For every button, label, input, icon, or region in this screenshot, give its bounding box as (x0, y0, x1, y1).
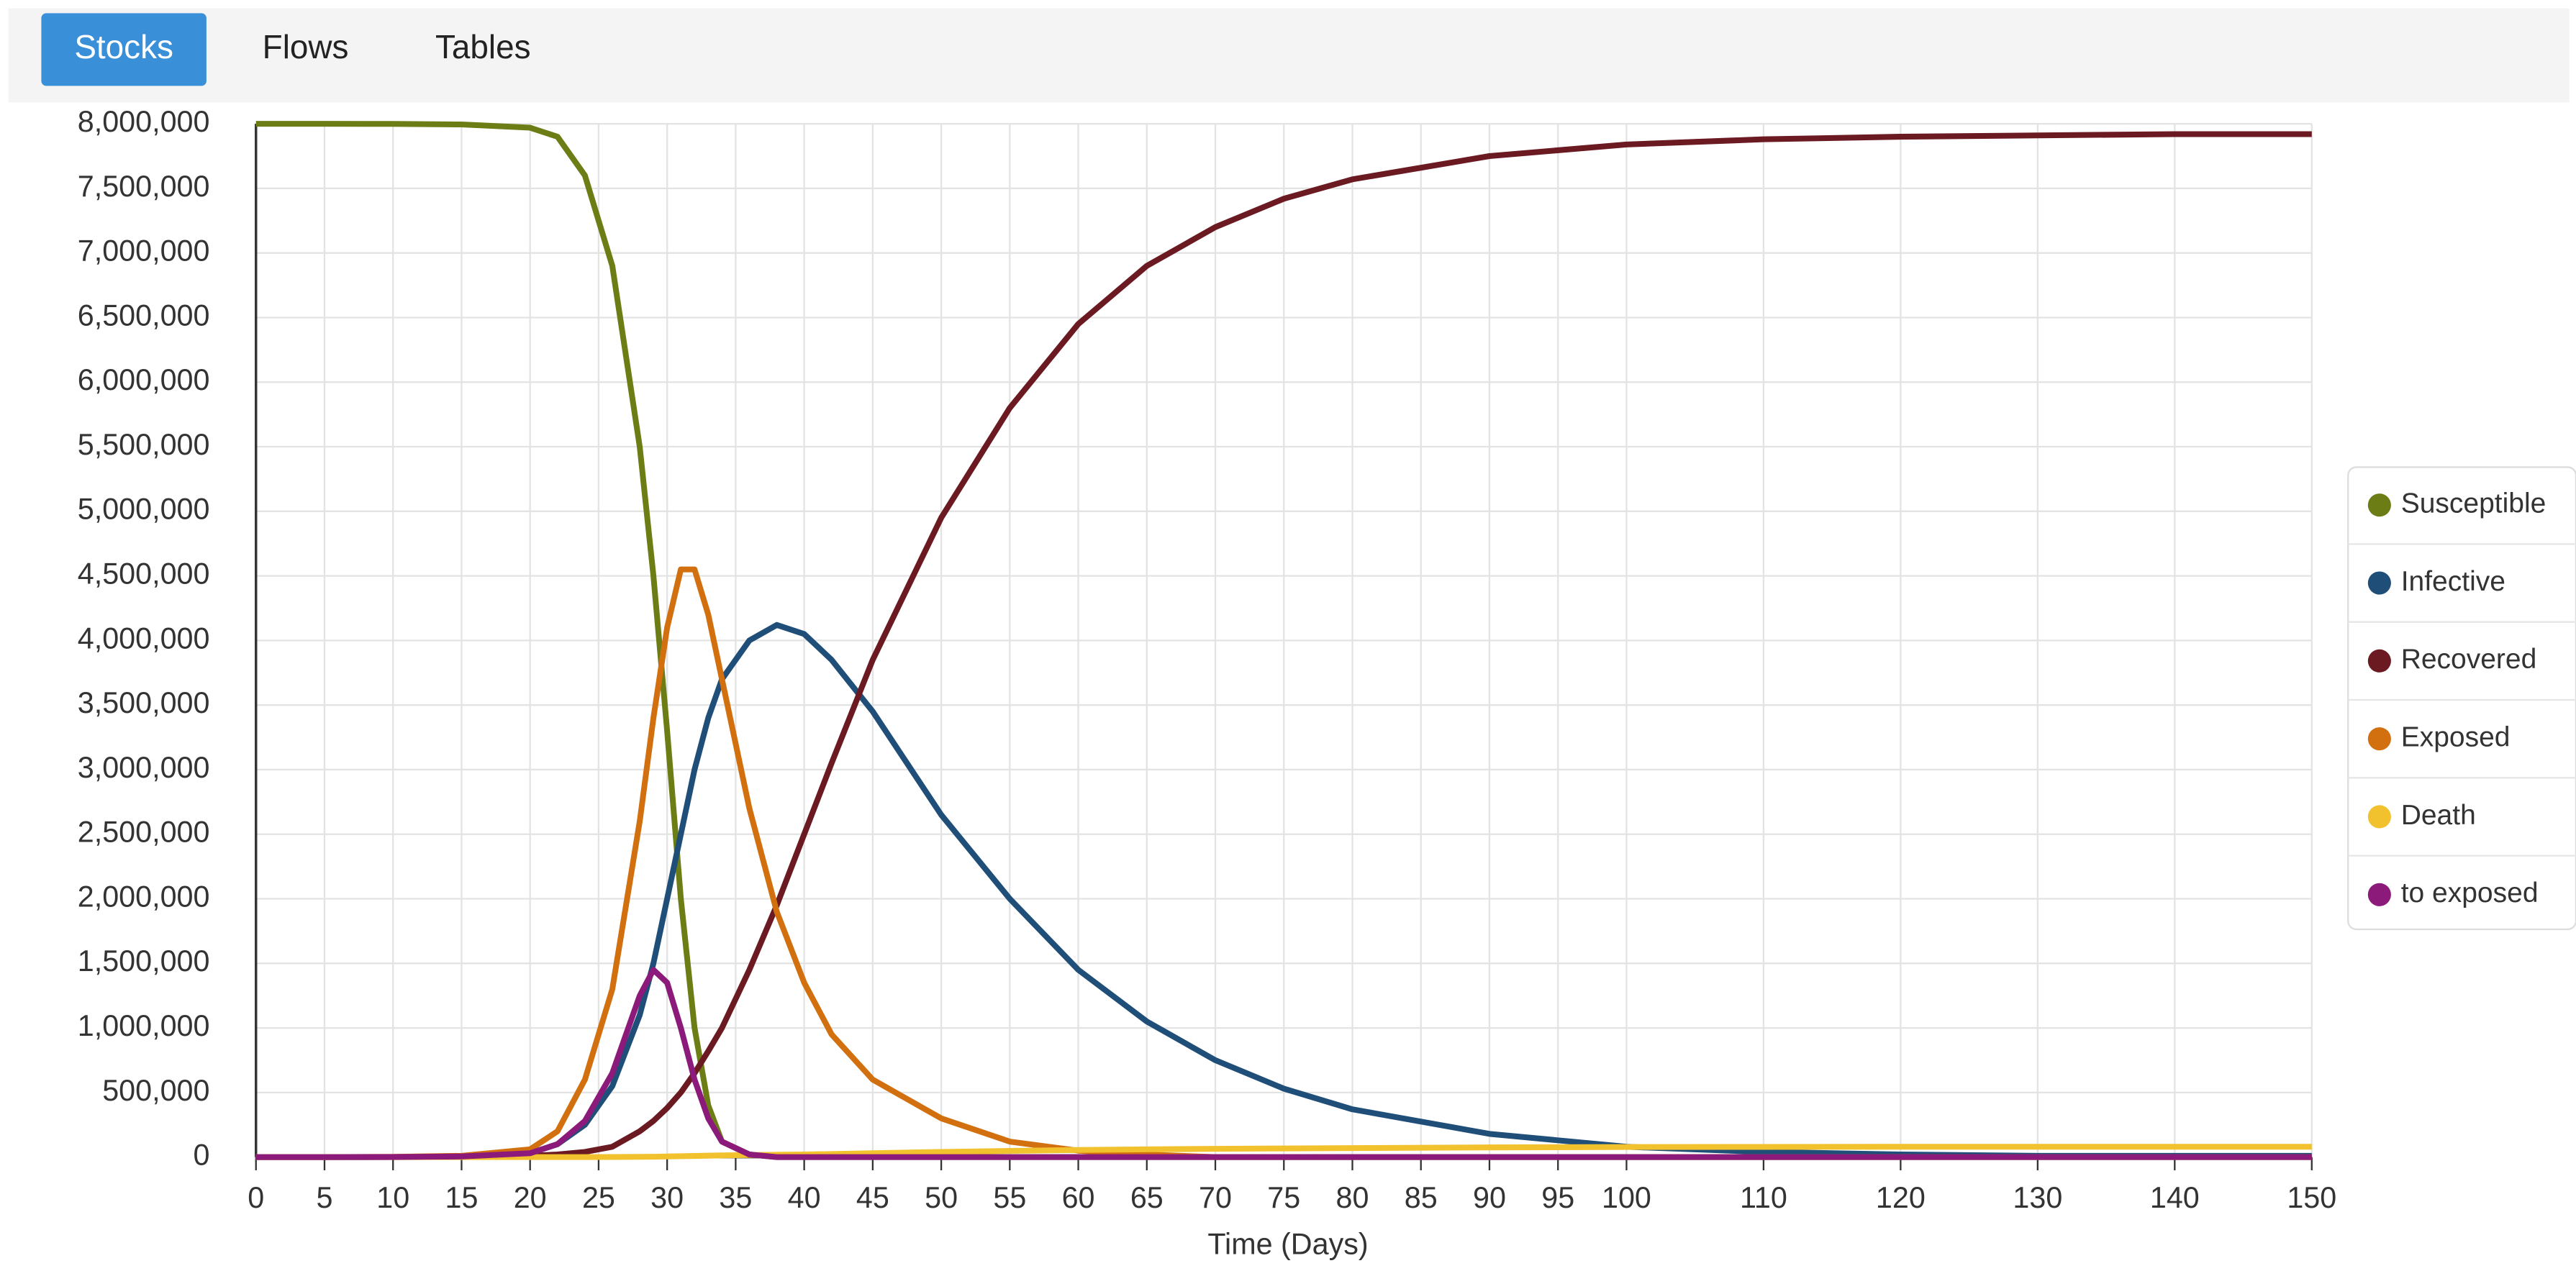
x-tick-label: 55 (993, 1181, 1026, 1214)
y-tick-label: 7,000,000 (78, 234, 210, 268)
y-tick-label: 2,500,000 (78, 816, 210, 849)
x-tick-label: 130 (2013, 1181, 2062, 1214)
tab[interactable]: Stocks (74, 28, 173, 65)
legend-swatch (2367, 649, 2391, 673)
x-tick-label: 50 (925, 1181, 958, 1214)
legend-swatch (2367, 493, 2391, 517)
y-tick-label: 3,500,000 (78, 686, 210, 719)
x-tick-label: 45 (856, 1181, 889, 1214)
legend-label: Susceptible (2401, 488, 2546, 519)
y-tick-label: 5,000,000 (78, 493, 210, 526)
x-tick-label: 20 (514, 1181, 547, 1214)
x-tick-label: 90 (1473, 1181, 1506, 1214)
x-tick-label: 10 (376, 1181, 409, 1214)
tab-bar (8, 8, 2570, 103)
y-tick-label: 500,000 (102, 1074, 209, 1107)
legend-label: to exposed (2401, 878, 2539, 908)
x-tick-label: 25 (582, 1181, 615, 1214)
y-tick-label: 5,500,000 (78, 428, 210, 461)
x-tick-label: 15 (445, 1181, 478, 1214)
x-tick-label: 85 (1405, 1181, 1438, 1214)
tab[interactable]: Flows (263, 28, 349, 65)
y-tick-label: 0 (194, 1139, 210, 1172)
x-axis-title: Time (Days) (1207, 1227, 1368, 1260)
legend-swatch (2367, 571, 2391, 595)
x-tick-label: 65 (1130, 1181, 1164, 1214)
x-tick-label: 70 (1199, 1181, 1232, 1214)
x-tick-label: 35 (719, 1181, 752, 1214)
y-tick-label: 6,500,000 (78, 299, 210, 332)
x-tick-label: 150 (2287, 1181, 2336, 1214)
y-tick-label: 7,500,000 (78, 170, 210, 203)
series-line (255, 967, 2312, 1160)
tab[interactable]: Tables (435, 28, 531, 65)
x-tick-label: 30 (650, 1181, 684, 1214)
x-tick-label: 5 (316, 1181, 332, 1214)
x-tick-label: 110 (1740, 1181, 1787, 1214)
legend-swatch (2367, 727, 2391, 751)
x-tick-label: 120 (1876, 1181, 1926, 1214)
legend-swatch (2367, 883, 2391, 906)
x-tick-label: 100 (1602, 1181, 1651, 1214)
x-tick-label: 40 (788, 1181, 821, 1214)
legend-label: Recovered (2401, 644, 2537, 675)
x-tick-label: 140 (2150, 1181, 2200, 1214)
y-tick-label: 4,000,000 (78, 621, 210, 655)
x-tick-label: 80 (1336, 1181, 1369, 1214)
x-tick-label: 60 (1062, 1181, 1095, 1214)
legend-label: Infective (2401, 566, 2505, 597)
y-tick-label: 8,000,000 (78, 105, 210, 138)
y-tick-label: 4,500,000 (78, 557, 210, 591)
legend-swatch (2367, 805, 2391, 829)
x-tick-label: 75 (1267, 1181, 1300, 1214)
x-tick-label: 95 (1541, 1181, 1574, 1214)
series-line (255, 131, 2312, 1160)
legend-label: Death (2401, 800, 2476, 831)
x-tick-label: 0 (248, 1181, 264, 1214)
active-tab-bg[interactable] (41, 13, 207, 86)
legend-label: Exposed (2401, 721, 2511, 752)
y-tick-label: 6,000,000 (78, 363, 210, 396)
y-tick-label: 1,500,000 (78, 944, 210, 978)
y-tick-label: 3,000,000 (78, 751, 210, 784)
legend-box (2347, 466, 2576, 931)
y-tick-label: 1,000,000 (78, 1009, 210, 1042)
y-tick-label: 2,000,000 (78, 880, 210, 913)
